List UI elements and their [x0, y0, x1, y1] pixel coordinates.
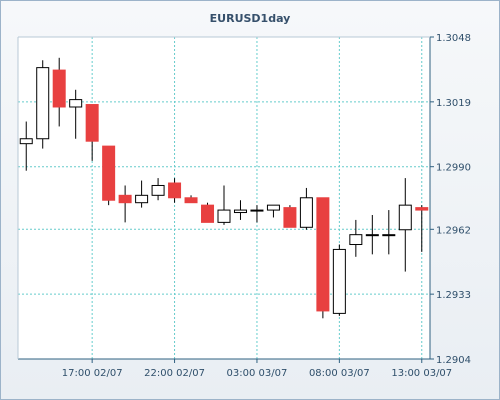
candle-body-up: [250, 209, 264, 212]
candle-body-up: [382, 234, 396, 237]
x-tick-label: 13:00 03/07: [391, 368, 452, 379]
axes: [17, 36, 434, 363]
x-tick-label: 08:00 03/07: [309, 368, 370, 379]
candle-body-up: [365, 234, 379, 237]
candle: [415, 205, 429, 252]
candle-body-down: [415, 207, 429, 211]
candle-body-down: [52, 69, 66, 108]
candle-body-down: [85, 104, 99, 142]
candle: [184, 195, 198, 204]
candle: [102, 145, 116, 206]
candle: [19, 121, 33, 171]
candle: [316, 197, 330, 319]
candle-body-up: [332, 248, 346, 314]
candle-body-up: [398, 204, 412, 231]
candle-body-down: [316, 197, 330, 312]
candle: [349, 219, 363, 257]
candle: [168, 178, 182, 203]
candle-body-up: [135, 194, 149, 204]
candle: [85, 104, 99, 161]
candle: [36, 60, 50, 149]
candle: [151, 178, 165, 201]
y-tick-label: 1.2904: [436, 355, 471, 366]
x-tick-label: 03:00 03/07: [227, 368, 288, 379]
candle: [250, 205, 264, 223]
x-tick-label: 17:00 02/07: [62, 368, 123, 379]
candle: [52, 57, 66, 127]
candle-body-down: [283, 207, 297, 228]
candle: [332, 244, 346, 316]
y-tick-label: 1.2990: [436, 163, 471, 174]
candle: [135, 180, 149, 208]
candle: [398, 178, 412, 272]
candle: [382, 210, 396, 255]
candle: [118, 185, 132, 223]
candle: [233, 200, 247, 220]
y-tick-label: 1.2962: [436, 225, 471, 236]
candle-body-up: [349, 234, 363, 246]
candle-body-down: [168, 182, 182, 199]
y-tick-label: 1.3048: [436, 33, 471, 44]
candle-body-up: [151, 184, 165, 196]
candle-body-up: [233, 209, 247, 214]
candle-body-up: [299, 197, 313, 228]
x-tick-label: 22:00 02/07: [144, 368, 205, 379]
y-tick-label: 1.2933: [436, 290, 471, 301]
candle: [283, 205, 297, 228]
candle: [365, 214, 379, 255]
candle: [299, 187, 313, 230]
y-tick-label: 1.3019: [436, 98, 471, 109]
candle-body-up: [266, 204, 280, 211]
candle-body-up: [19, 138, 33, 145]
tick-labels: 1.3048 1.3019 1.2990 1.2962 1.2933 1.2904 17:0…: [62, 33, 471, 379]
candle: [217, 185, 231, 225]
candle-body-down: [118, 194, 132, 204]
candle-body-up: [36, 67, 50, 140]
chart-title: EURUSD1day: [209, 12, 291, 25]
candle-body-up: [69, 99, 83, 108]
candle-body-down: [201, 204, 215, 223]
candle-body-down: [184, 197, 198, 204]
candle: [201, 202, 215, 223]
candles: [19, 57, 429, 319]
candle: [69, 89, 83, 139]
candle-body-down: [102, 145, 116, 201]
candle: [266, 204, 280, 218]
candle-body-up: [217, 209, 231, 223]
